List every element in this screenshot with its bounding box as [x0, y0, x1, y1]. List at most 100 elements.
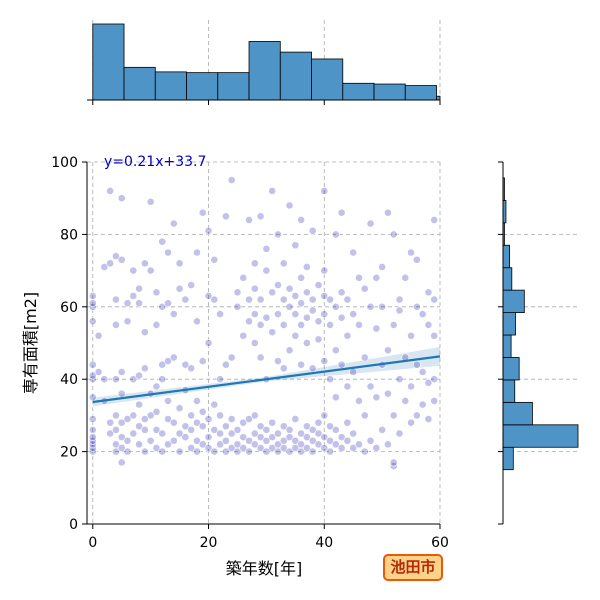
scatter-point-320 [412, 255, 421, 264]
scatter-point-247 [320, 266, 329, 275]
scatter-point-7 [88, 393, 97, 402]
scatter-point-115 [198, 208, 207, 217]
scatter-point-290 [372, 393, 381, 402]
scatter-point-198 [279, 259, 288, 268]
scatter-point-224 [303, 339, 311, 347]
scatter-point-70 [152, 382, 161, 391]
scatter-point-236 [314, 429, 323, 438]
scatter-point-254 [326, 295, 334, 304]
scatter-point-296 [378, 263, 387, 271]
scatter-point-121 [204, 226, 213, 235]
scatter-point-4 [88, 433, 97, 442]
scatter-point-143 [233, 440, 242, 449]
scatter-point-251 [326, 422, 334, 431]
scatter-point-113 [198, 407, 207, 416]
scatter-point-305 [389, 230, 398, 239]
scatter-point-176 [262, 313, 271, 322]
scatter-point-66 [146, 197, 155, 206]
scatter-point-127 [216, 440, 224, 449]
scatter-point-275 [349, 310, 358, 318]
scatter-point-270 [343, 331, 352, 340]
scatter-point-139 [227, 415, 236, 423]
scatter-point-138 [227, 429, 236, 438]
scatter-point-60 [140, 328, 149, 337]
scatter-point-161 [250, 339, 259, 347]
right-hist-bar-1 [502, 424, 579, 448]
scatter-point-227 [303, 263, 311, 271]
scatter-point-98 [181, 360, 190, 369]
scatter-point-331 [430, 295, 439, 304]
scatter-point-76 [158, 302, 167, 311]
scatter-point-114 [198, 357, 207, 365]
scatter-point-278 [355, 397, 363, 405]
scatter-point-37 [117, 368, 126, 376]
scatter-point-289 [372, 444, 381, 452]
scatter-point-5 [88, 425, 97, 434]
scatter-point-9 [88, 371, 97, 380]
scatter-point-229 [308, 436, 317, 445]
scatter-point-281 [360, 447, 369, 456]
scatter-point-95 [181, 433, 190, 442]
scatter-point-286 [366, 382, 375, 391]
scatter-point-131 [216, 310, 224, 318]
scatter-point-117 [204, 433, 213, 442]
scatter-point-261 [337, 444, 346, 452]
y-tick-label-5: 100 [51, 155, 78, 171]
scatter-point-145 [233, 302, 242, 311]
scatter-point-322 [418, 368, 427, 376]
scatter-point-163 [250, 284, 259, 293]
scatter-point-144 [233, 425, 242, 434]
scatter-point-150 [239, 331, 248, 340]
scatter-point-43 [123, 317, 132, 326]
scatter-point-68 [152, 425, 161, 434]
scatter-point-130 [216, 375, 224, 384]
right-hist-bar-0 [502, 446, 514, 471]
scatter-point-137 [227, 444, 236, 452]
scatter-point-30 [112, 295, 120, 304]
scatter-point-328 [430, 397, 439, 405]
scatter-point-193 [279, 436, 288, 445]
scatter-point-189 [274, 310, 282, 318]
scatter-point-324 [424, 415, 433, 423]
scatter-point-78 [158, 360, 167, 369]
scatter-point-51 [135, 422, 143, 431]
scatter-point-314 [407, 382, 415, 391]
scatter-point-239 [314, 317, 323, 326]
scatter-point-215 [297, 429, 306, 438]
top-hist-bar-1 [123, 66, 156, 101]
scatter-point-253 [326, 320, 334, 329]
scatter-point-248 [320, 187, 329, 195]
scatter-point-208 [291, 415, 300, 423]
scatter-point-318 [412, 360, 421, 369]
scatter-point-277 [355, 440, 363, 449]
scatter-point-48 [129, 292, 138, 300]
y-tick-label-2: 40 [60, 372, 78, 388]
x-axis-label: 築年数[年] [226, 559, 303, 578]
scatter-point-75 [158, 375, 167, 384]
scatter-point-204 [285, 284, 294, 293]
scatter-point-134 [221, 422, 230, 431]
scatter-point-226 [303, 288, 311, 297]
scatter-point-184 [268, 187, 277, 195]
right-marginal-histogram [502, 177, 579, 471]
scatter-point-69 [152, 407, 161, 416]
scatter-point-181 [268, 418, 277, 427]
y-tick-label-1: 20 [60, 445, 78, 461]
scatter-point-174 [262, 425, 271, 434]
scatter-point-156 [245, 295, 253, 304]
scatter-point-41 [123, 436, 132, 445]
top-hist-bar-8 [342, 82, 375, 101]
scatter-point-164 [250, 259, 259, 268]
scatter-point-42 [123, 415, 132, 423]
scatter-point-14 [88, 292, 97, 300]
scatter-point-29 [112, 320, 120, 329]
scatter-point-122 [210, 447, 219, 456]
scatter-point-21 [106, 418, 115, 427]
scatter-point-195 [279, 364, 288, 373]
scatter-point-259 [331, 302, 340, 311]
scatter-point-287 [366, 302, 375, 311]
scatter-point-202 [285, 346, 294, 355]
scatter-point-246 [320, 292, 329, 300]
scatter-point-327 [424, 288, 433, 297]
scatter-point-52 [135, 400, 143, 409]
